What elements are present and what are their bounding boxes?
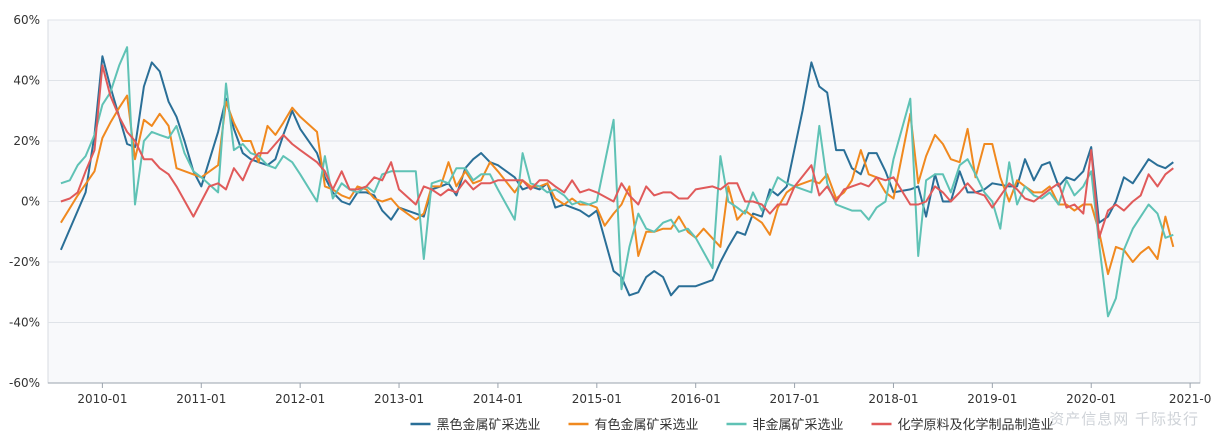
series-lines [59, 46, 1175, 318]
watermark-text: 资产信息网 千际投行 [1049, 410, 1199, 428]
series-line-2 [60, 94, 1175, 276]
x-tick-label: 2015-01 [572, 392, 622, 406]
x-tick-label: 2014-01 [473, 392, 523, 406]
series-line-1 [59, 55, 1174, 297]
series-line-4 [60, 64, 1174, 239]
x-tick-label: 2020-01 [1066, 392, 1116, 406]
x-tick-label: 2010-01 [77, 392, 127, 406]
y-tick-label: 60% [13, 13, 40, 27]
y-tick-label: 0% [21, 195, 40, 209]
x-tick-label: 2021-0 [1169, 392, 1212, 406]
legend-label: 有色金属矿采选业 [595, 417, 699, 433]
legend-label: 非金属矿采选业 [753, 417, 844, 433]
series-line-3 [60, 46, 1174, 318]
x-tick-label: 2011-01 [176, 392, 226, 406]
x-tick-label: 2017-01 [770, 392, 820, 406]
x-tick-label: 2012-01 [275, 392, 325, 406]
y-tick-label: -20% [9, 255, 40, 269]
y-axis: 60% 40% 20% 0% -20% -40% -60% [9, 13, 40, 390]
legend: 黑色金属矿采选业 有色金属矿采选业 非金属矿采选业 化学原料及化学制品制造业 [410, 417, 1054, 433]
y-tick-label: -40% [9, 316, 40, 330]
x-tick-label: 2016-01 [671, 392, 721, 406]
y-tick-label: -60% [9, 376, 40, 390]
legend-label: 化学原料及化学制品制造业 [898, 417, 1054, 433]
y-tick-label: 20% [13, 134, 40, 148]
y-tick-label: 40% [13, 74, 40, 88]
x-tick-label: 2018-01 [868, 392, 918, 406]
legend-label: 黑色金属矿采选业 [437, 417, 541, 433]
x-tick-label: 2019-01 [967, 392, 1017, 406]
x-axis: 2010-01 2011-01 2012-01 2013-01 2014-01 2015-… [48, 382, 1212, 406]
x-tick-label: 2013-01 [374, 392, 424, 406]
